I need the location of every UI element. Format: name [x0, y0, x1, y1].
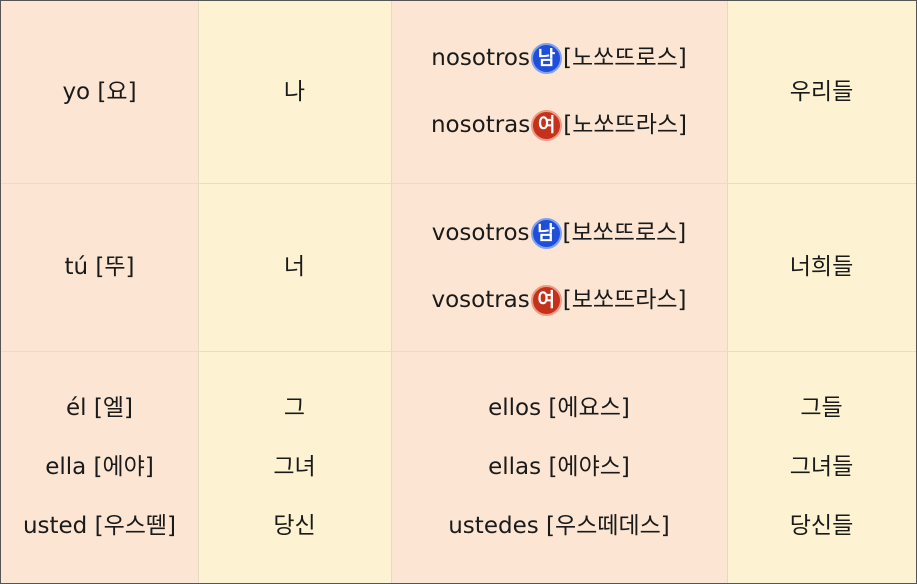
- spanish-pronoun: tú [뚜]: [64, 253, 135, 280]
- cell-plural-korean: 그들 그녀들 당신들: [727, 351, 916, 583]
- cell-singular-spanish: él [엘] ella [에야] usted [우스뗃]: [1, 351, 198, 583]
- spanish-pronoun: yo [요]: [62, 78, 137, 105]
- column-divider: [391, 1, 392, 583]
- plural-pronoun-line: nosotras 여 [노쏘뜨라스]: [431, 110, 687, 141]
- plural-pronoun: ustedes [우스떼데스]: [448, 512, 670, 539]
- column-singular-korean-bg: [198, 1, 391, 583]
- pronunciation: [보쏘뜨라스]: [562, 287, 687, 313]
- korean-plural-pronoun: 너희들: [789, 253, 854, 280]
- row-divider: [1, 183, 916, 184]
- cell-plural-korean: 너희들: [727, 183, 916, 351]
- cell-plural-spanish: vosotros 남 [보쏘뜨로스] vosotras 여 [보쏘뜨라스]: [391, 183, 727, 351]
- feminine-badge-icon: 여: [530, 285, 562, 316]
- cell-singular-korean: 너: [198, 183, 391, 351]
- pronunciation: [노쏘뜨로스]: [562, 45, 687, 71]
- korean-pronoun: 너: [283, 253, 306, 280]
- row-divider: [1, 351, 916, 352]
- plural-word: nosotros: [431, 45, 530, 71]
- cell-singular-spanish: tú [뚜]: [1, 183, 198, 351]
- korean-pronoun: 당신: [273, 512, 316, 539]
- korean-pronoun: 그: [283, 394, 306, 421]
- plural-pronoun: ellos [에요스]: [488, 394, 630, 421]
- column-divider: [727, 1, 728, 583]
- pronunciation: [노쏘뜨라스]: [563, 112, 687, 138]
- korean-plural-pronoun: 그녀들: [789, 453, 854, 480]
- plural-pronoun-line: vosotras 여 [보쏘뜨라스]: [431, 285, 687, 316]
- plural-pronoun-line: nosotros 남 [노쏘뜨로스]: [431, 43, 687, 74]
- korean-plural-pronoun: 당신들: [789, 512, 854, 539]
- cell-plural-spanish: ellos [에요스] ellas [에야스] ustedes [우스떼데스]: [391, 351, 727, 583]
- plural-pronoun-line: vosotros 남 [보쏘뜨로스]: [431, 218, 687, 249]
- column-plural-korean-bg: [727, 1, 916, 583]
- column-divider: [198, 1, 199, 583]
- cell-singular-korean: 그 그녀 당신: [198, 351, 391, 583]
- plural-word: vosotros: [431, 220, 530, 246]
- korean-plural-pronoun: 그들: [800, 394, 843, 421]
- pronunciation: [보쏘뜨로스]: [562, 220, 687, 246]
- spanish-pronoun: usted [우스뗃]: [22, 512, 177, 539]
- masculine-badge-icon: 남: [530, 218, 562, 249]
- masculine-badge-icon: 남: [530, 43, 562, 74]
- cell-singular-spanish: yo [요]: [1, 1, 198, 183]
- cell-plural-spanish: nosotros 남 [노쏘뜨로스] nosotras 여 [노쏘뜨라스]: [391, 1, 727, 183]
- cell-plural-korean: 우리들: [727, 1, 916, 183]
- spanish-pronoun: él [엘]: [66, 394, 133, 421]
- korean-pronoun: 나: [283, 78, 306, 105]
- plural-pronoun: ellas [에야스]: [488, 453, 630, 480]
- spanish-pronoun: ella [에야]: [45, 453, 154, 480]
- cell-singular-korean: 나: [198, 1, 391, 183]
- plural-word: nosotras: [430, 112, 531, 138]
- feminine-badge-icon: 여: [531, 110, 563, 141]
- korean-pronoun: 그녀: [273, 453, 316, 480]
- plural-word: vosotras: [431, 287, 530, 313]
- korean-plural-pronoun: 우리들: [789, 78, 854, 105]
- column-singular-spanish-bg: [1, 1, 198, 583]
